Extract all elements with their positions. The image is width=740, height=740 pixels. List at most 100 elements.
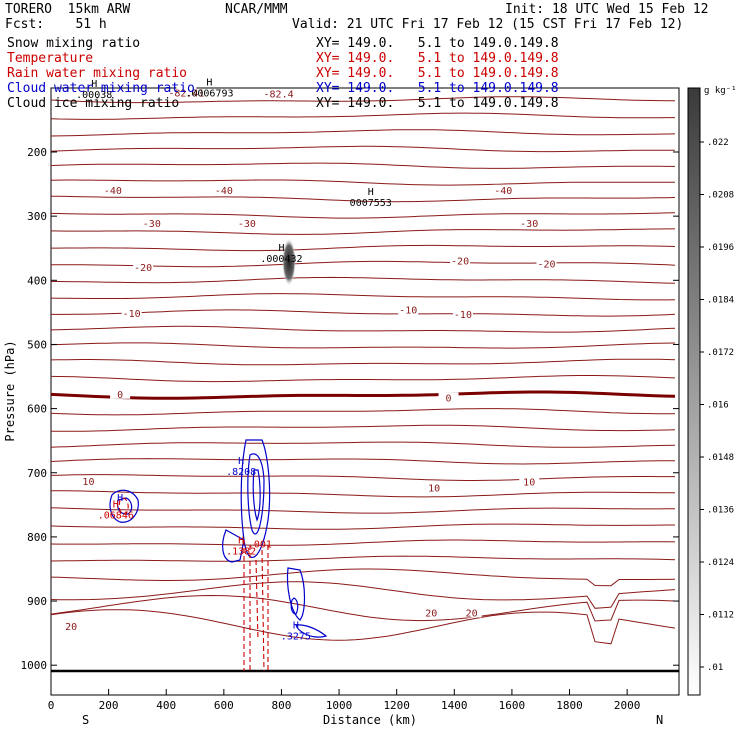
colorbar-unit: g kg⁻¹ xyxy=(704,86,737,96)
isotherm xyxy=(50,195,676,203)
colorbar-label: .0184 xyxy=(707,296,734,306)
contour-label-bg xyxy=(133,261,154,272)
extremum-value: .3275 xyxy=(281,631,311,642)
temperature-label: -30 xyxy=(143,219,161,230)
extremum-value: .000432 xyxy=(260,254,302,265)
isotherm xyxy=(50,507,676,514)
y-tick-label: 700 xyxy=(27,467,47,480)
x-tick-label: 1800 xyxy=(556,699,583,712)
legend-snow-name: Snow mixing ratio xyxy=(7,36,141,51)
temperature-contours xyxy=(50,96,676,645)
isotherm xyxy=(51,490,675,498)
temperature-label: 10 xyxy=(523,478,535,489)
contour-label-bg xyxy=(438,392,459,403)
temperature-label: -30 xyxy=(520,219,538,230)
legend-rain-name: Rain water mixing ratio xyxy=(7,66,188,81)
y-axis-title: Pressure (hPa) xyxy=(3,340,17,441)
isotherm xyxy=(50,581,676,609)
legend-cloudice-xy: XY= 149.0. 5.1 to 149.0.149.8 xyxy=(316,96,559,111)
cloud-water-contours xyxy=(109,439,328,638)
contour-label-bg xyxy=(424,482,445,493)
contour-label-bg xyxy=(121,307,142,318)
contour-label-bg xyxy=(176,87,197,98)
extremum-mark: H xyxy=(113,500,119,511)
contour-label-bg xyxy=(102,184,123,195)
colorbar-label: .0196 xyxy=(707,243,734,253)
contour-label-bg xyxy=(536,258,557,269)
contour-label-bg xyxy=(461,607,482,618)
x-tick-label: 1200 xyxy=(383,699,410,712)
colorbar-label: .0148 xyxy=(707,453,734,463)
extremum-value: .06846 xyxy=(98,511,134,522)
extremum-value: .001 xyxy=(248,540,272,551)
init-time: Init: 18 UTC Wed 15 Feb 12 xyxy=(505,2,709,17)
x-tick-label: 1400 xyxy=(441,699,468,712)
x-tick-label: 0 xyxy=(48,699,55,712)
x-tick-label: 600 xyxy=(214,699,234,712)
legend-temp-xy: XY= 149.0. 5.1 to 149.0.149.8 xyxy=(316,51,559,66)
isotherm xyxy=(50,474,675,481)
isotherm xyxy=(51,309,676,317)
extremum-value: .00038 xyxy=(76,90,112,101)
x-axis: 0 200 400 600 800 1000 1200 1400 1600 1800 2000 xyxy=(48,689,640,712)
temperature-label: 20 xyxy=(466,609,478,620)
x-tick-label: 200 xyxy=(99,699,119,712)
temperature-label: -10 xyxy=(123,309,141,320)
model-name: TORERO 15km ARW xyxy=(5,2,131,17)
x-tick-label: 1600 xyxy=(499,699,526,712)
colorbar-label: .0112 xyxy=(707,611,734,621)
extremum-value: .1382 xyxy=(226,547,256,558)
legend-cloudwater-xy: XY= 149.0. 5.1 to 149.0.149.8 xyxy=(316,81,559,96)
isotherm xyxy=(50,228,675,235)
isotherm xyxy=(50,458,676,465)
isotherm-zero xyxy=(50,390,676,400)
extremum-value: 0007553 xyxy=(350,198,392,209)
temperature-label: 0 xyxy=(117,390,123,401)
extremum-mark: H xyxy=(368,187,374,198)
isotherm xyxy=(50,325,676,333)
temperature-label: 20 xyxy=(425,609,437,620)
temperature-label: 10 xyxy=(82,477,94,488)
temperature-label: -40 xyxy=(494,186,512,197)
isotherm xyxy=(50,375,676,383)
isotherm xyxy=(50,293,676,301)
isotherm xyxy=(50,424,676,432)
forecast-hour: Fcst: 51 h xyxy=(5,17,107,32)
contour-label-bg xyxy=(110,388,131,399)
contour-label-bg xyxy=(268,88,289,99)
x-end-south: S xyxy=(82,713,89,727)
contour-label-bg xyxy=(519,476,540,487)
contour-label-bg xyxy=(519,218,540,229)
temperature-label: -30 xyxy=(238,219,256,230)
contour-label-bg xyxy=(141,218,162,229)
y-tick-label: 400 xyxy=(27,274,47,287)
legend-snow-xy: XY= 149.0. 5.1 to 149.0.149.8 xyxy=(316,36,559,51)
isotherm xyxy=(50,539,676,546)
isotherm xyxy=(50,162,675,169)
colorbar-label: .0124 xyxy=(707,558,734,568)
legend-rain-xy: XY= 149.0. 5.1 to 149.0.149.8 xyxy=(316,66,559,81)
colorbar-label: .0208 xyxy=(707,191,734,201)
temperature-label: -40 xyxy=(215,186,233,197)
x-axis-title: Distance (km) xyxy=(323,713,417,727)
extremum-mark: H xyxy=(117,493,123,504)
contour-label-bg xyxy=(61,620,82,631)
isotherm xyxy=(50,568,676,587)
colorbar-label: .016 xyxy=(707,401,729,411)
temperature-label: -82.41 xyxy=(168,88,204,99)
contour-label-bg xyxy=(213,184,234,195)
temperature-label: -10 xyxy=(454,310,472,321)
extremum-value: .8208 xyxy=(226,467,256,478)
temperature-label: -20 xyxy=(134,263,152,274)
contour-label-bg xyxy=(236,218,257,229)
colorbar-label: .022 xyxy=(707,138,729,148)
temperature-label: -20 xyxy=(451,256,469,267)
y-tick-label: 300 xyxy=(27,210,47,223)
isotherm xyxy=(50,594,676,622)
legend-cloudwater-name: Cloud water mixing ratio xyxy=(7,81,195,96)
temperature-label: -10 xyxy=(399,306,417,317)
contour-label-bg xyxy=(398,304,419,315)
contour-label-bg xyxy=(452,309,473,320)
